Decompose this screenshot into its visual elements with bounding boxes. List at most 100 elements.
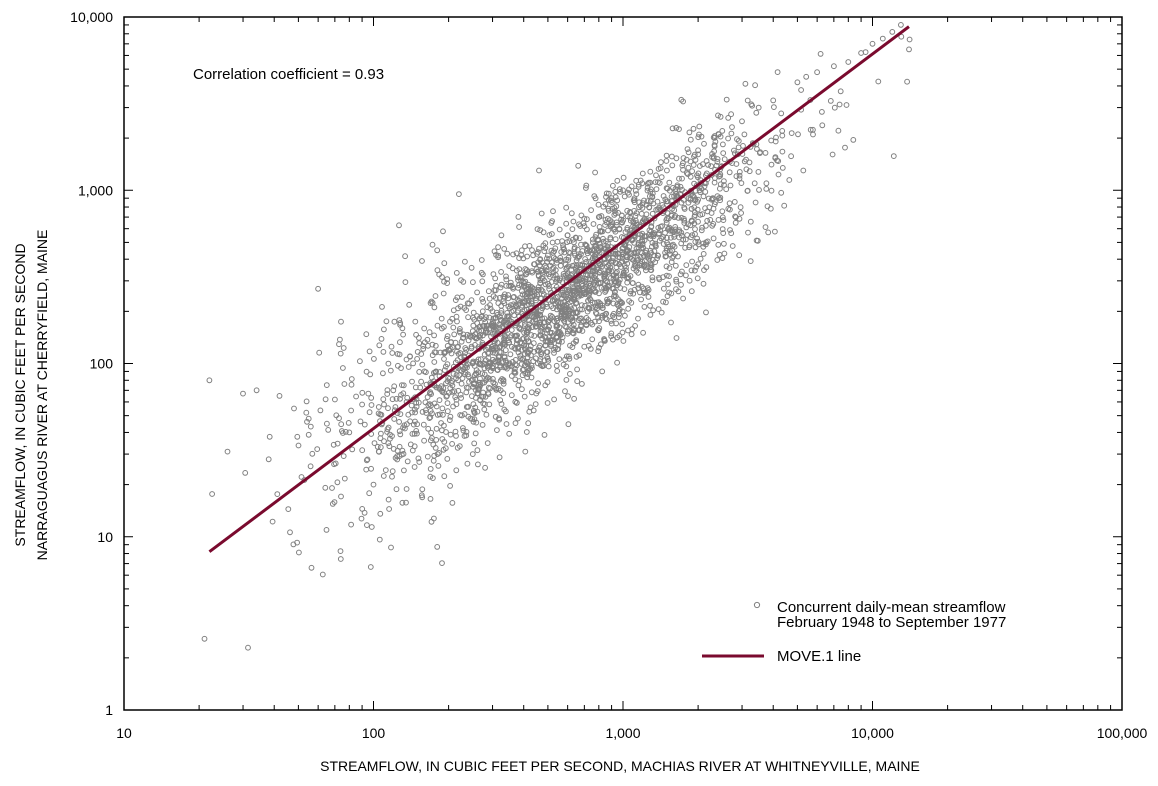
scatter-point [449,500,456,506]
scatter-point [720,141,726,148]
scatter-point [338,318,344,325]
scatter-point [670,253,677,260]
scatter-point [405,411,412,418]
scatter-point [684,232,691,238]
scatter-point [657,165,664,172]
scatter-point [473,419,480,426]
scatter-point [538,210,545,217]
scatter-point [581,343,588,350]
scatter-point [453,313,460,320]
scatter-point [334,440,341,447]
scatter-point [533,297,539,304]
scatter-points [201,22,913,651]
scatter-point [418,492,425,499]
scatter-point [562,323,568,330]
scatter-point [898,33,905,40]
scatter-point [628,299,635,306]
scatter-point [690,162,697,168]
scatter-point [678,281,684,288]
scatter-point [523,343,529,349]
scatter-point [468,345,475,352]
scatter-point [475,356,482,363]
scatter-point [898,22,904,28]
scatter-point [637,203,644,209]
scatter-point [416,459,423,465]
scatter-point [438,315,445,322]
scatter-point [484,374,491,381]
scatter-point [296,549,302,556]
scatter-point [645,179,652,186]
scatter-point [610,182,616,189]
scatter-point [736,215,743,222]
scatter-point [592,277,599,284]
scatter-point [550,254,557,261]
scatter-point [401,422,408,429]
scatter-point [337,336,343,343]
scatter-point [595,248,602,255]
scatter-point [460,279,467,285]
scatter-point [469,451,476,458]
scatter-point [396,428,403,435]
scatter-point [454,344,461,351]
scatter-point [683,156,690,163]
scatter-point [396,317,403,324]
scatter-point [553,362,560,369]
scatter-point [409,378,415,385]
scatter-point [465,337,472,344]
scatter-point [547,312,554,319]
scatter-point [557,254,564,261]
scatter-point [523,329,530,336]
scatter-point [661,285,667,292]
scatter-point [298,474,305,480]
scatter-point [613,274,620,281]
scatter-point [353,393,360,400]
scatter-point [688,288,695,295]
scatter-point [630,197,637,204]
scatter-point [501,406,508,413]
scatter-point [694,172,700,179]
scatter-point [359,506,366,512]
scatter-point [621,242,628,249]
scatter-point [629,280,636,287]
scatter-point [699,211,706,218]
scatter-point [505,295,512,302]
scatter-point [862,49,869,55]
scatter-point [577,291,584,297]
scatter-point [341,381,348,387]
scatter-point [420,343,427,349]
scatter-point [445,346,452,353]
scatter-point [483,411,490,418]
scatter-point [558,299,564,306]
scatter-point [508,283,515,289]
scatter-point [850,137,857,143]
scatter-point [385,496,392,503]
scatter-point [476,383,483,390]
scatter-point [391,416,398,422]
scatter-point [401,467,407,474]
scatter-point [571,395,577,402]
scatter-point [600,238,607,245]
scatter-point [603,194,609,200]
scatter-point [710,235,717,242]
scatter-point [459,294,465,300]
scatter-point [679,162,686,169]
scatter-point [495,353,502,360]
scatter-point [570,218,577,225]
scatter-point [754,237,761,244]
scatter-point [615,250,622,257]
scatter-point [516,325,523,332]
scatter-point [596,290,602,297]
scatter-point [520,355,527,362]
scatter-point [837,88,844,95]
scatter-point [544,349,551,356]
scatter-point [399,499,406,506]
scatter-point [576,235,583,242]
scatter-point [641,304,648,310]
scatter-point [537,319,544,325]
scatter-point [613,203,620,210]
scatter-point [731,147,737,154]
scatter-point [419,409,426,415]
scatter-point [476,324,483,331]
scatter-point [501,246,508,252]
scatter-point [483,376,490,382]
